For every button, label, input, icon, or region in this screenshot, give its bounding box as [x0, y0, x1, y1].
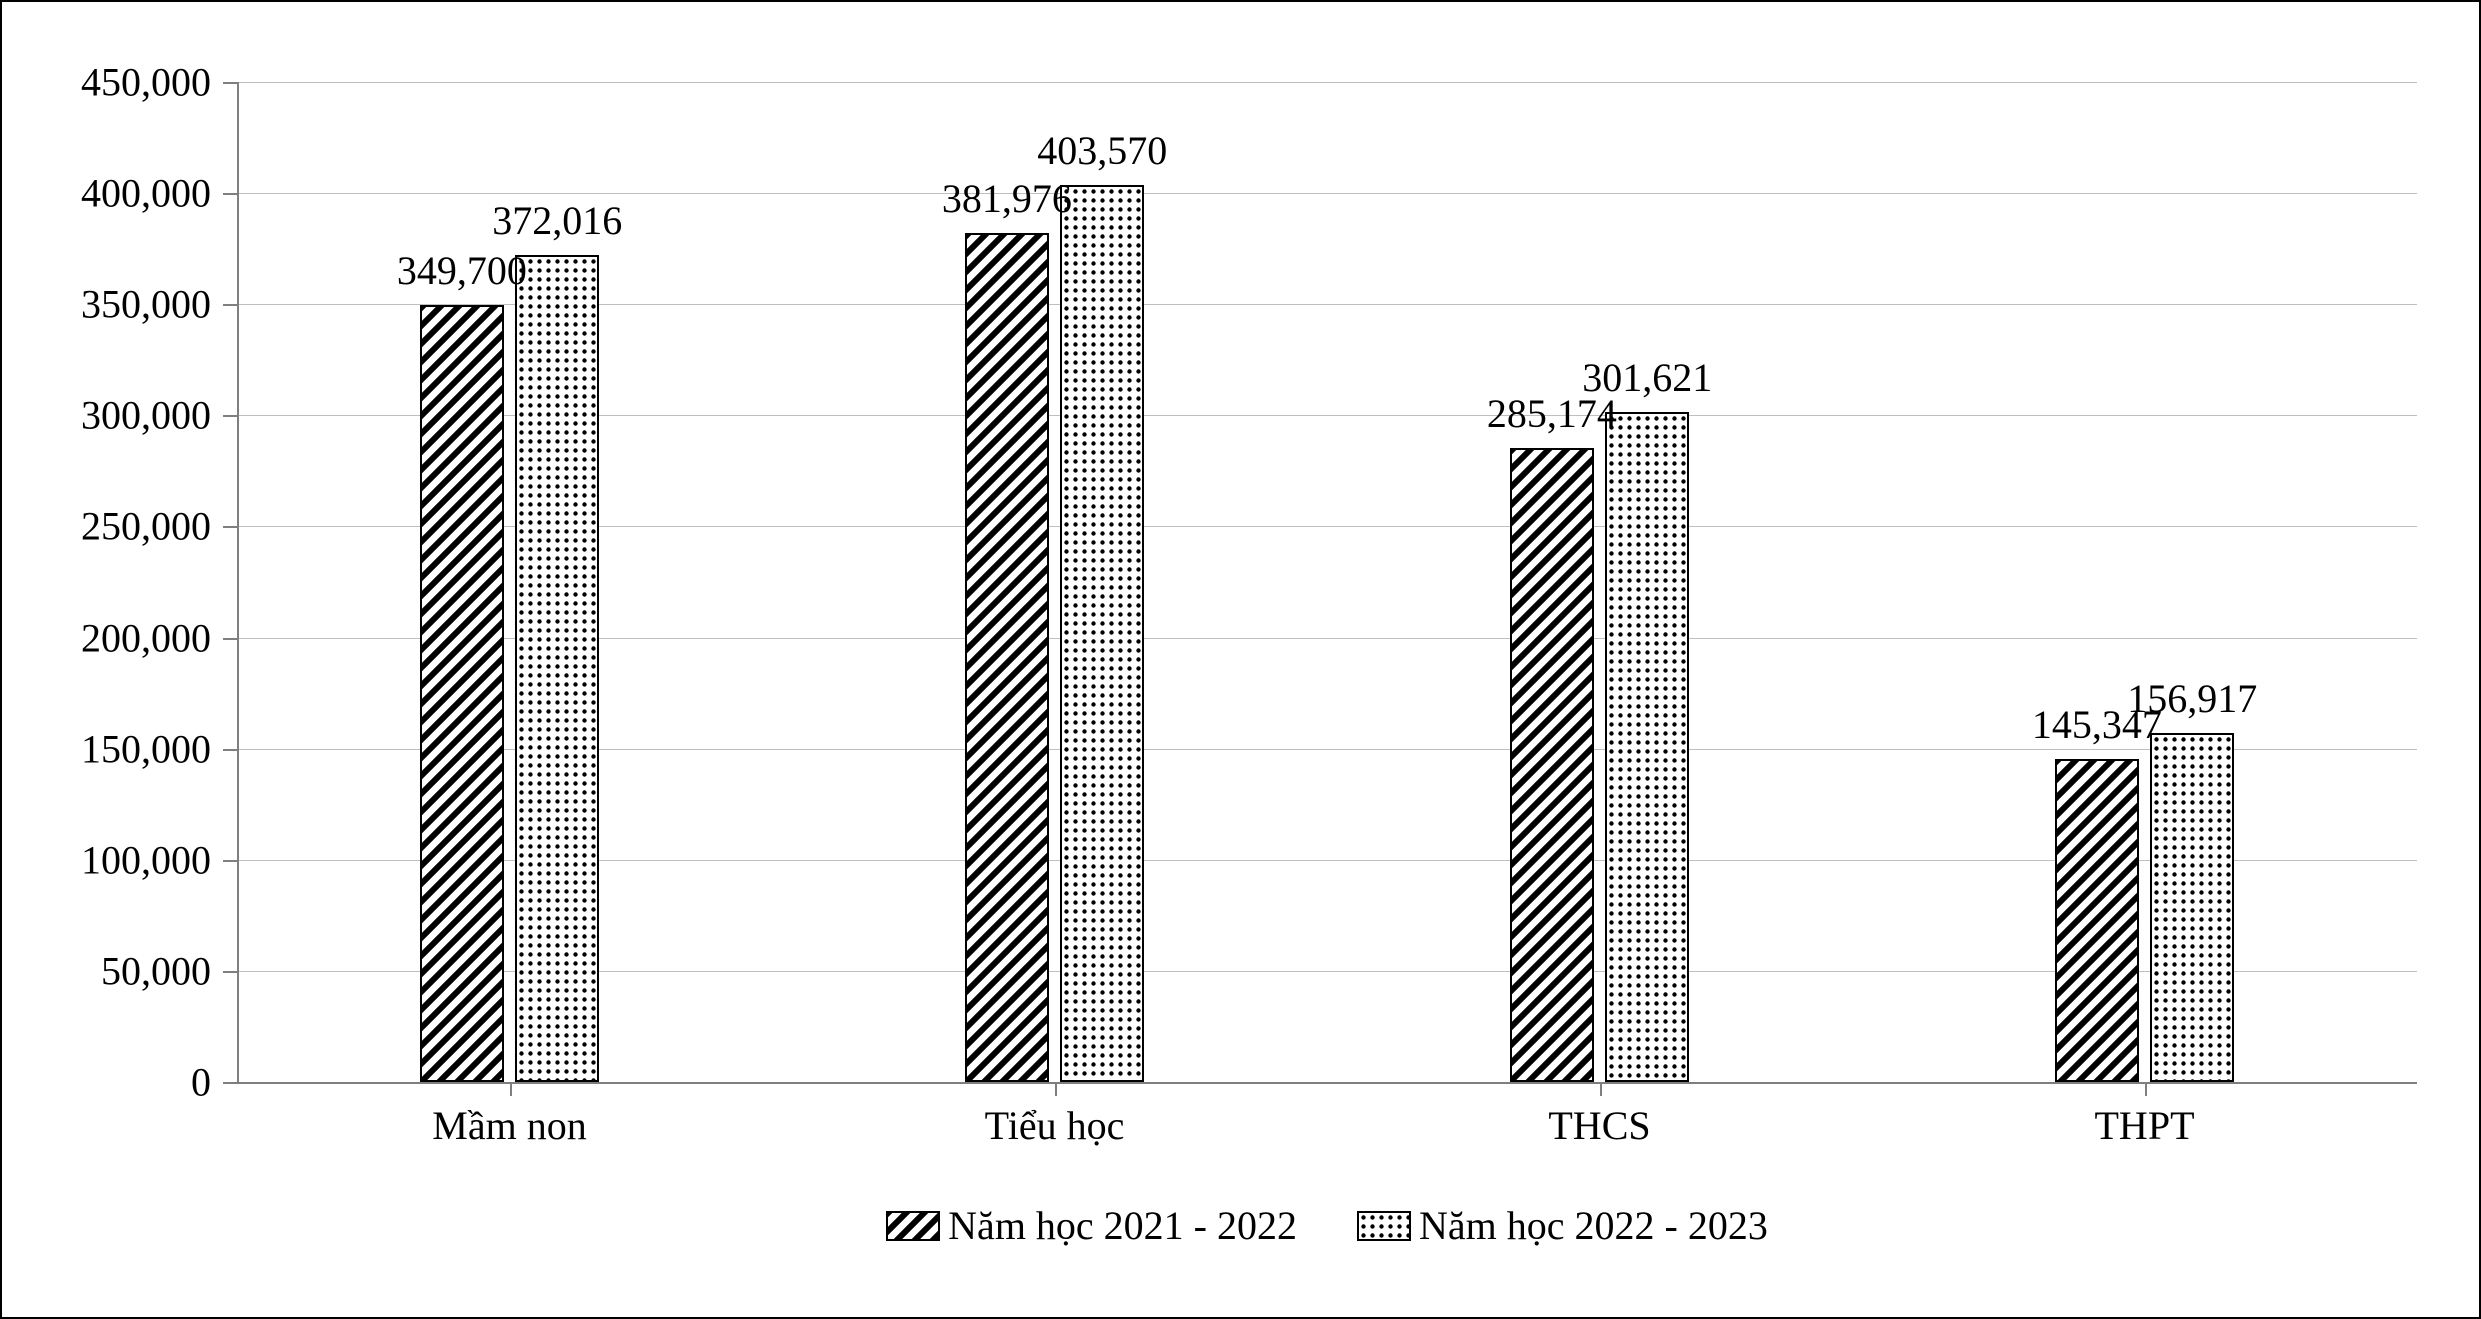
- bar-value-label: 372,016: [492, 197, 622, 244]
- legend-item: Năm học 2021 - 2022: [886, 1202, 1297, 1249]
- gridline: [237, 193, 2417, 194]
- y-tick-label: 150,000: [81, 725, 211, 772]
- y-tick-label: 300,000: [81, 392, 211, 439]
- y-tick-mark: [223, 526, 237, 528]
- legend-swatch: [1357, 1211, 1411, 1241]
- x-tick-label: THCS: [1548, 1102, 1650, 1149]
- bar: [2055, 759, 2139, 1082]
- y-tick-label: 250,000: [81, 503, 211, 550]
- x-tick-mark: [2145, 1082, 2147, 1096]
- x-tick-mark: [510, 1082, 512, 1096]
- bar: [515, 255, 599, 1082]
- bar: [420, 305, 504, 1082]
- y-tick-label: 350,000: [81, 281, 211, 328]
- y-tick-mark: [223, 749, 237, 751]
- y-tick-mark: [223, 415, 237, 417]
- legend-item: Năm học 2022 - 2023: [1357, 1202, 1768, 1249]
- legend-label: Năm học 2021 - 2022: [948, 1202, 1297, 1249]
- bar: [1510, 448, 1594, 1082]
- legend-swatch: [886, 1211, 940, 1241]
- chart-frame: 0 50,000 100,000 150,000 200,000 250,000 300,0…: [0, 0, 2481, 1319]
- bar: [1060, 185, 1144, 1082]
- y-tick-label: 0: [191, 1059, 211, 1106]
- bar: [2150, 733, 2234, 1082]
- y-tick-mark: [223, 860, 237, 862]
- bar: [965, 233, 1049, 1082]
- y-tick-mark: [223, 193, 237, 195]
- y-tick-mark: [223, 82, 237, 84]
- y-axis-line: [237, 82, 239, 1082]
- gridline: [237, 1082, 2417, 1084]
- x-tick-label: THPT: [2095, 1102, 2195, 1149]
- y-tick-label: 400,000: [81, 170, 211, 217]
- x-tick-label: Mầm non: [432, 1102, 586, 1149]
- y-tick-label: 200,000: [81, 614, 211, 661]
- x-tick-mark: [1600, 1082, 1602, 1096]
- x-tick-mark: [1055, 1082, 1057, 1096]
- bar-value-label: 349,700: [397, 247, 527, 294]
- x-tick-label: Tiểu học: [985, 1102, 1125, 1149]
- legend-label: Năm học 2022 - 2023: [1419, 1202, 1768, 1249]
- y-tick-mark: [223, 638, 237, 640]
- bar: [1605, 412, 1689, 1082]
- y-tick-label: 450,000: [81, 59, 211, 106]
- gridline: [237, 82, 2417, 83]
- y-tick-mark: [223, 971, 237, 973]
- y-tick-label: 100,000: [81, 836, 211, 883]
- y-tick-mark: [223, 304, 237, 306]
- legend: Năm học 2021 - 2022 Năm học 2022 - 2023: [237, 1202, 2417, 1249]
- bar-value-label: 403,570: [1037, 127, 1167, 174]
- y-tick-mark: [223, 1082, 237, 1084]
- y-tick-label: 50,000: [101, 947, 211, 994]
- bar-value-label: 381,976: [942, 175, 1072, 222]
- bar-value-label: 301,621: [1582, 354, 1712, 401]
- bar-value-label: 156,917: [2127, 675, 2257, 722]
